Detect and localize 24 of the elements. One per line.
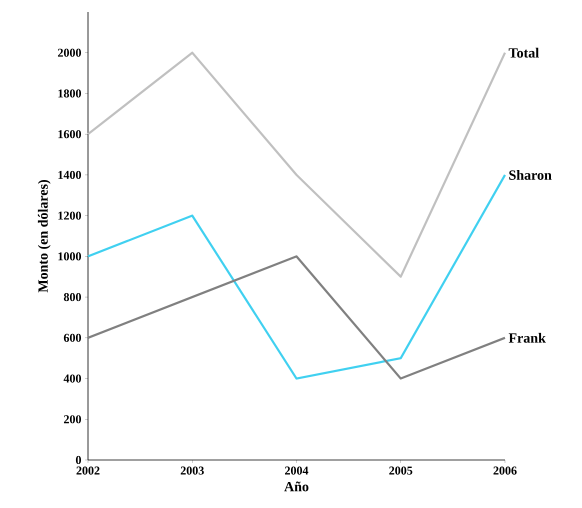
line-series — [86, 174, 506, 380]
y-tick-label: 1400 — [58, 170, 82, 179]
y-tick-label: 800 — [64, 293, 82, 302]
series-label: Total — [508, 48, 539, 58]
y-axis-title: Monto (en dólares) — [38, 180, 51, 292]
y-tick-label: 1200 — [58, 212, 82, 220]
x-tick-label: 2004 — [285, 466, 308, 475]
series-label: Frank — [508, 332, 546, 343]
y-tick-label: 0 — [76, 456, 82, 464]
x-axis-title: Año — [284, 481, 308, 492]
x-tick-label: 2006 — [494, 466, 517, 475]
x-tick-label: 2002 — [76, 466, 100, 475]
series-label: Sharon — [509, 170, 552, 180]
y-tick-label: 400 — [64, 374, 82, 383]
y-tick-label: 1800 — [58, 89, 82, 98]
x-tick-label: 2003 — [180, 466, 204, 475]
line-series — [86, 255, 506, 380]
y-tick-label: 600 — [64, 334, 82, 342]
y-tick-label: 1000 — [58, 252, 82, 260]
x-tick-label: 2005 — [389, 466, 412, 475]
y-tick-label: 200 — [64, 415, 82, 424]
line-series — [86, 52, 506, 278]
y-tick-label: 2000 — [58, 48, 82, 57]
y-tick-label: 1600 — [58, 130, 82, 138]
